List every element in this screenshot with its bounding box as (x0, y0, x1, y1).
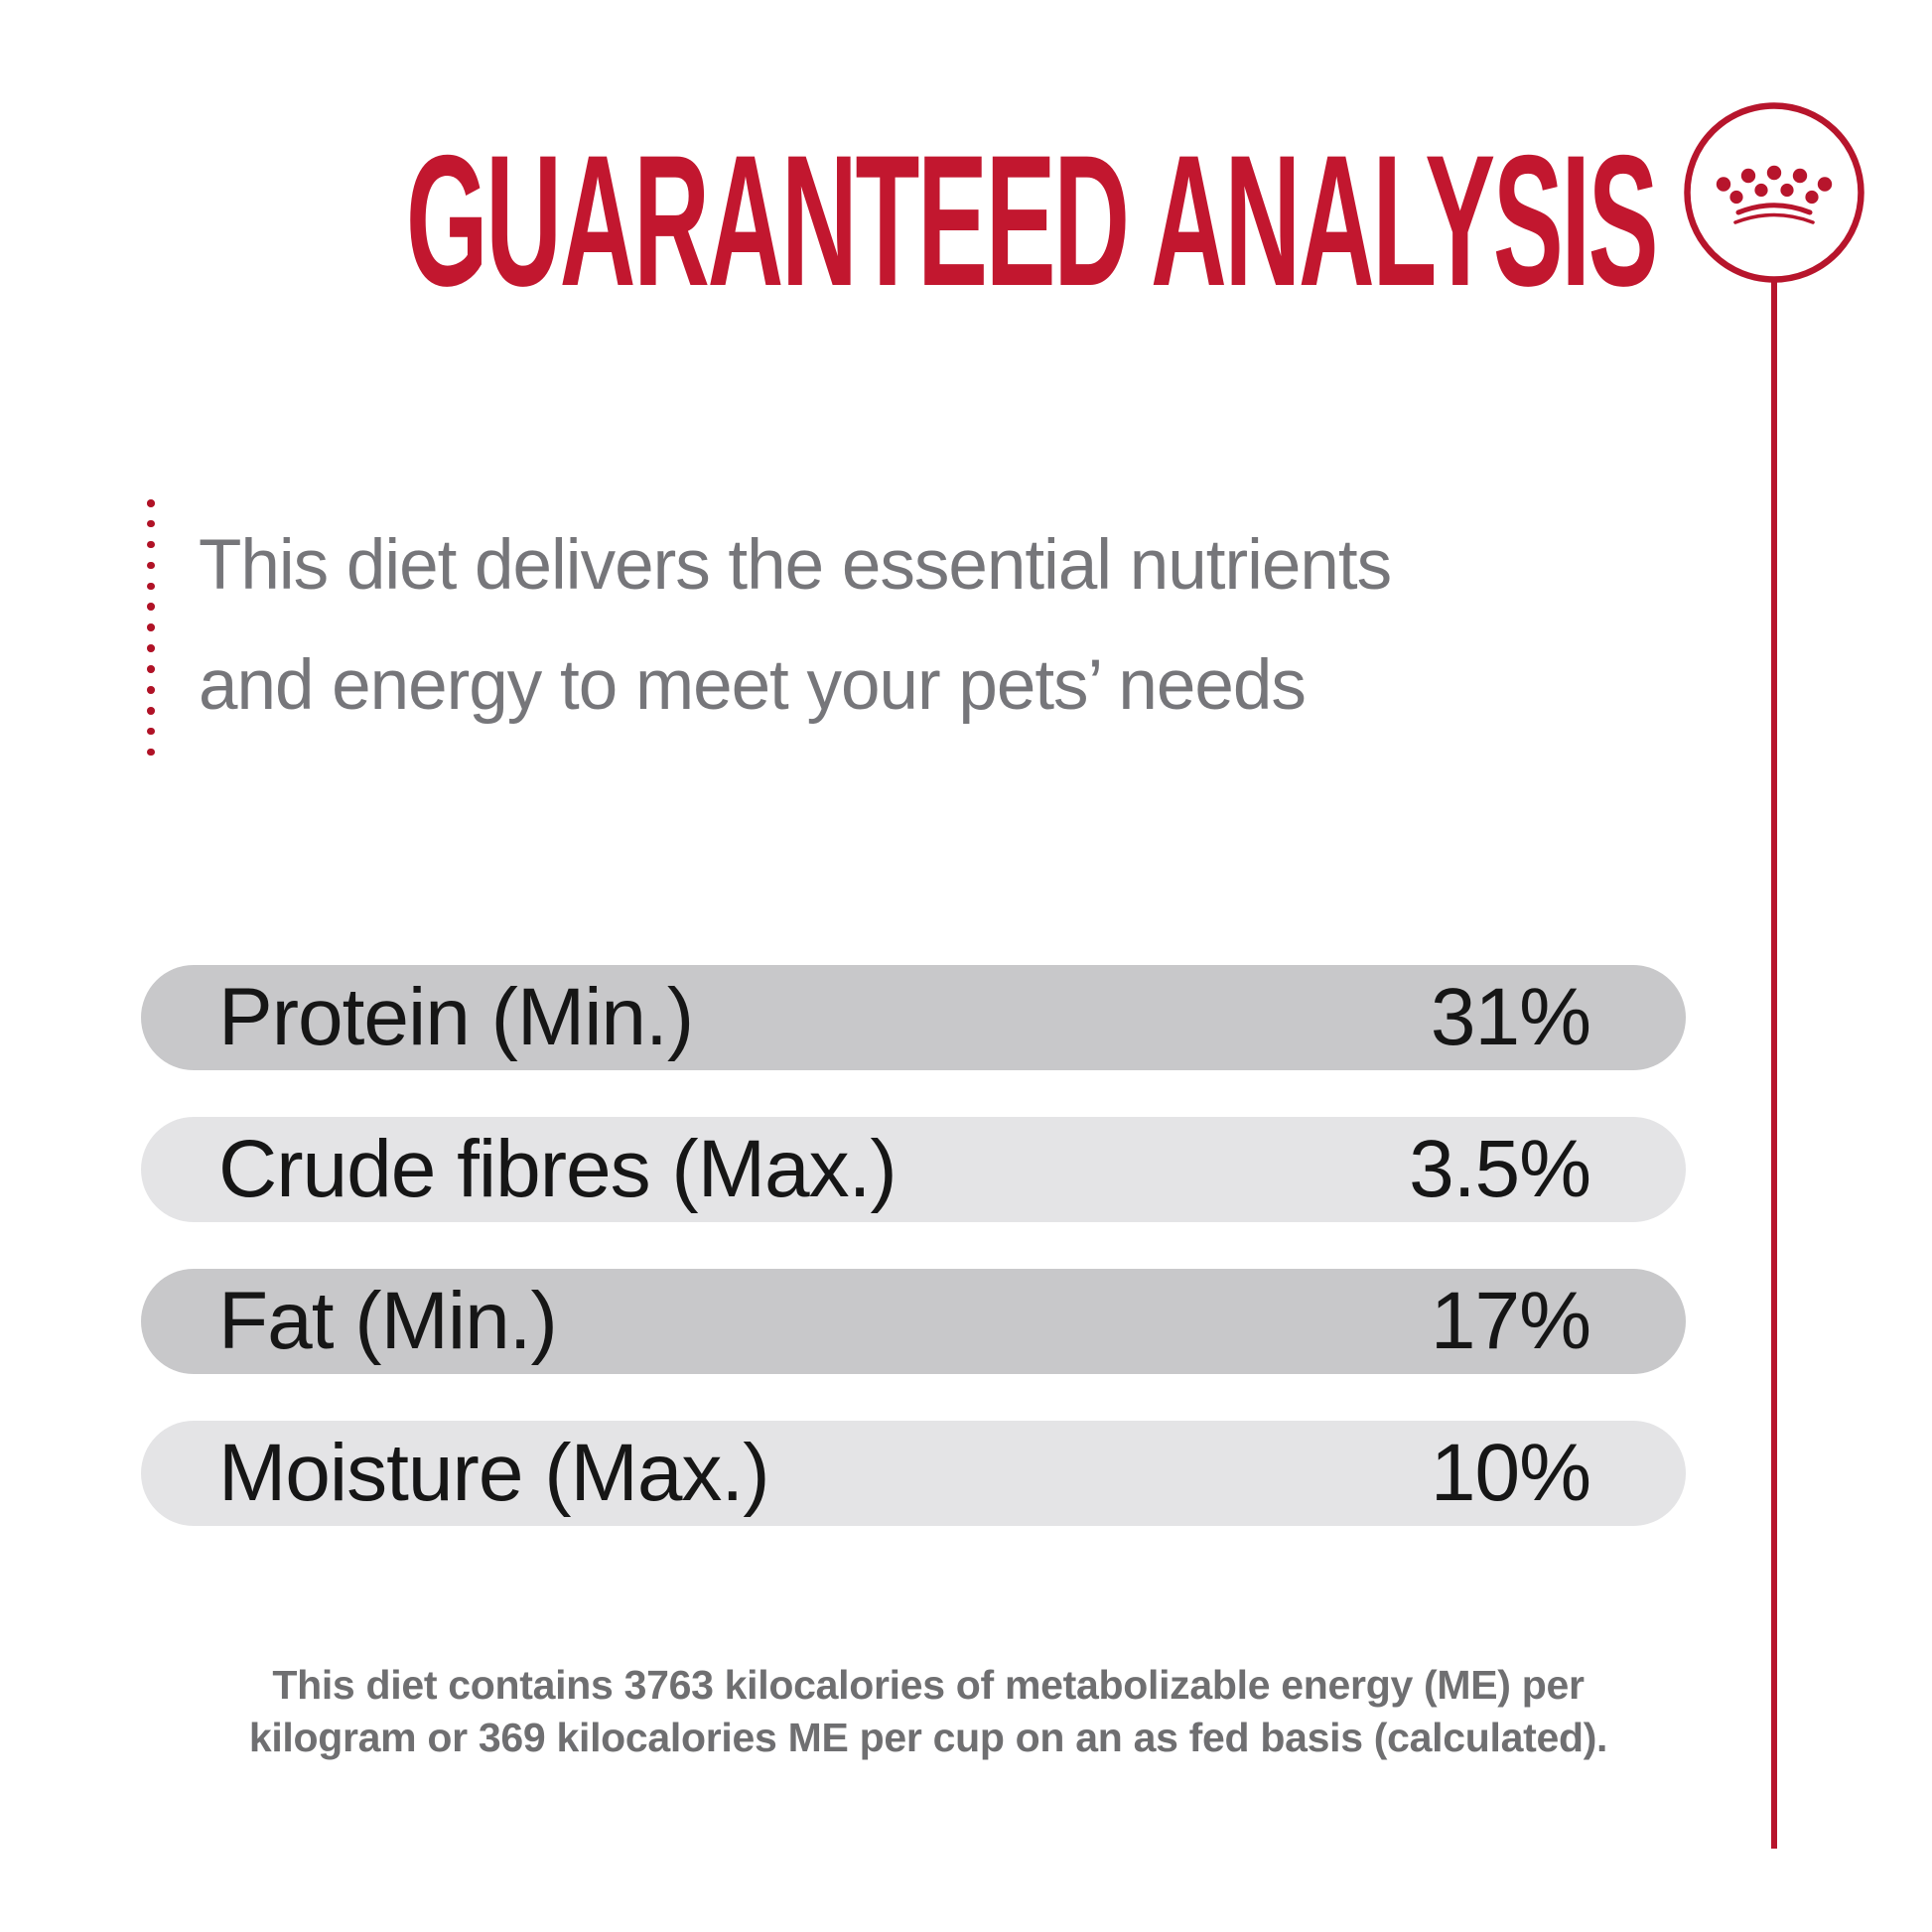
royal-canin-crown-icon (1684, 102, 1864, 283)
dotted-divider (147, 499, 155, 757)
row-label: Protein (Min.) (218, 972, 694, 1062)
intro-text: This diet delivers the essential nutrien… (199, 505, 1392, 746)
intro-line-2: and energy to meet your pets’ needs (199, 646, 1307, 725)
table-row-crude-fibres: Crude fibres (Max.) 3.5% (141, 1117, 1686, 1222)
table-row-moisture: Moisture (Max.) 10% (141, 1421, 1686, 1526)
row-label: Crude fibres (Max.) (218, 1124, 897, 1214)
table-row-fat: Fat (Min.) 17% (141, 1269, 1686, 1374)
page-title: GUARANTEED ANALYSIS (405, 116, 1659, 325)
footnote: This diet contains 3763 kilocalories of … (0, 1659, 1857, 1764)
footnote-line-2: kilogram or 369 kilocalories ME per cup … (248, 1715, 1608, 1760)
table-row-protein: Protein (Min.) 31% (141, 965, 1686, 1070)
row-label: Moisture (Max.) (218, 1428, 770, 1518)
row-label: Fat (Min.) (218, 1276, 558, 1366)
footnote-line-1: This diet contains 3763 kilocalories of … (272, 1662, 1585, 1708)
row-value: 17% (1430, 1276, 1591, 1366)
brand-rail-line (1771, 279, 1778, 1849)
row-value: 3.5% (1409, 1124, 1591, 1214)
row-value: 10% (1430, 1428, 1591, 1518)
intro-line-1: This diet delivers the essential nutrien… (199, 526, 1392, 605)
row-value: 31% (1430, 972, 1591, 1062)
